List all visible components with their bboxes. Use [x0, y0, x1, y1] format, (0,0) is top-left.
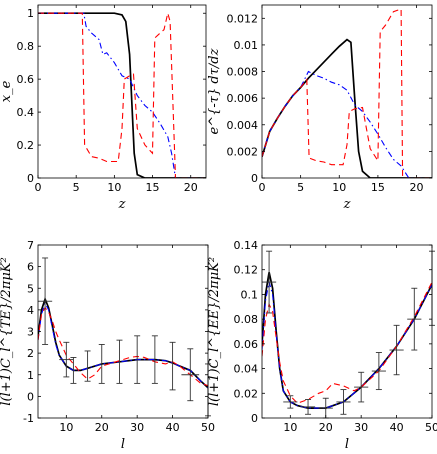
- error-bar: [134, 335, 141, 384]
- x-tick-label: 30: [354, 421, 368, 434]
- series-line-solid: [38, 12, 206, 178]
- series-line-dashed: [262, 281, 432, 404]
- x-tick-label: 15: [371, 181, 385, 194]
- x-tick-label: 40: [166, 421, 180, 434]
- series-line-dashdot: [262, 70, 432, 178]
- y-tick-label: 1: [27, 7, 34, 20]
- x-tick-label: 10: [332, 181, 346, 194]
- x-axis-label: l: [345, 437, 349, 450]
- x-axis-label: l: [121, 437, 125, 450]
- y-tick-label: 1: [27, 369, 34, 382]
- error-bar: [70, 357, 77, 384]
- series-line-dashed: [38, 12, 206, 178]
- error-bar: [84, 350, 91, 382]
- y-axis-label: e^{-τ} dτ/dz: [207, 48, 222, 134]
- series-line-dashdot: [38, 12, 206, 178]
- axes-frame: [261, 4, 433, 179]
- x-tick-label: 0: [259, 181, 266, 194]
- y-axis-label: l(l+1)C_l^{EE}/2πμK²: [207, 257, 222, 406]
- error-bar: [169, 341, 176, 391]
- y-tick-label: 0: [251, 172, 258, 185]
- error-bar: [116, 339, 123, 384]
- x-tick-label: 10: [283, 421, 297, 434]
- error-bar: [407, 287, 422, 351]
- x-tick-label: 20: [95, 421, 109, 434]
- x-tick-label: 10: [107, 181, 121, 194]
- error-bar: [371, 352, 386, 391]
- error-bar: [283, 395, 298, 409]
- y-tick-label: 0.004: [227, 119, 259, 132]
- y-tick-label: 0: [27, 172, 34, 185]
- error-bar: [262, 250, 277, 314]
- y-tick-label: 0.012: [227, 12, 259, 25]
- x-axis-label: z: [118, 197, 126, 212]
- error-bar: [354, 371, 369, 403]
- chart-panel-3: 10 20 30 40 50 -1 0 1 2 3 4 5 6 7 l l(l+1)C_l^{TE}/2πμK…: [0, 239, 215, 452]
- error-bar: [98, 344, 105, 384]
- y-tick-label: 2: [27, 347, 34, 360]
- y-tick-label: 0.04: [234, 363, 259, 376]
- y-tick-label: 0.2: [17, 139, 35, 152]
- y-tick-label: 0.008: [227, 66, 259, 79]
- x-tick-label: 0: [35, 181, 42, 194]
- y-tick-label: 0.8: [17, 40, 35, 53]
- series-line-dashdot: [262, 281, 432, 409]
- error-bar: [151, 335, 158, 384]
- y-tick-label: 0.02: [234, 387, 259, 400]
- x-tick-label: 20: [184, 181, 198, 194]
- y-tick-label: 5: [27, 282, 34, 295]
- x-tick-label: 50: [201, 421, 215, 434]
- x-axis-label: z: [343, 197, 351, 212]
- series-line-dashed: [262, 8, 432, 178]
- y-tick-label: 0.4: [17, 106, 35, 119]
- y-tick-label: 0.006: [227, 92, 259, 105]
- error-bar: [38, 257, 53, 345]
- x-tick-label: 20: [319, 421, 333, 434]
- y-tick-label: 6: [27, 261, 34, 274]
- y-tick-label: 4: [27, 304, 34, 317]
- y-tick-label: 0.002: [227, 145, 259, 158]
- x-tick-label: 5: [297, 181, 304, 194]
- error-bar: [59, 341, 74, 378]
- axes-frame: [37, 4, 207, 179]
- axes-frame: [37, 244, 209, 419]
- y-tick-label: 0: [251, 412, 258, 425]
- x-tick-label: 10: [59, 421, 73, 434]
- error-bar: [389, 324, 404, 376]
- chart-panel-1: 0 5 10 15 20 0 0.2 0.4 0.6 0.8 1 z x_e: [0, 4, 207, 212]
- chart-panel-4: 10 20 30 40 50 0 0.02 0.04 0.06 0.08 0.1 0.12 0.14 l l…: [207, 239, 437, 452]
- error-bar: [300, 399, 316, 415]
- x-tick-label: 5: [73, 181, 80, 194]
- x-tick-label: 15: [146, 181, 160, 194]
- y-tick-label: 3: [27, 326, 34, 339]
- y-tick-label: 0.14: [234, 239, 259, 252]
- y-tick-label: 0.12: [234, 264, 259, 277]
- x-tick-label: 40: [390, 421, 404, 434]
- error-bar: [336, 389, 351, 415]
- x-tick-label: 20: [410, 181, 424, 194]
- y-axis-label: x_e: [0, 80, 14, 102]
- error-bar: [181, 348, 200, 402]
- chart-panel-2: 0 5 10 15 20 0 0.002 0.004 0.006 0.008 0.01 0.012 z e…: [207, 4, 433, 212]
- x-tick-label: 50: [425, 421, 437, 434]
- y-tick-label: 0: [27, 390, 34, 403]
- x-tick-label: 30: [130, 421, 144, 434]
- y-tick-label: 0.06: [234, 338, 259, 351]
- y-tick-label: -1: [23, 412, 34, 425]
- y-tick-label: 0.1: [241, 288, 259, 301]
- series-line-solid: [262, 38, 432, 178]
- axes-frame: [261, 244, 433, 419]
- y-tick-label: 0.08: [234, 313, 259, 326]
- y-axis-label: l(l+1)C_l^{TE}/2πμK²: [0, 257, 14, 405]
- y-tick-label: 0.01: [234, 39, 259, 52]
- y-tick-label: 7: [27, 239, 34, 252]
- series-line-dashed: [38, 306, 208, 387]
- y-tick-label: 0.6: [17, 73, 35, 86]
